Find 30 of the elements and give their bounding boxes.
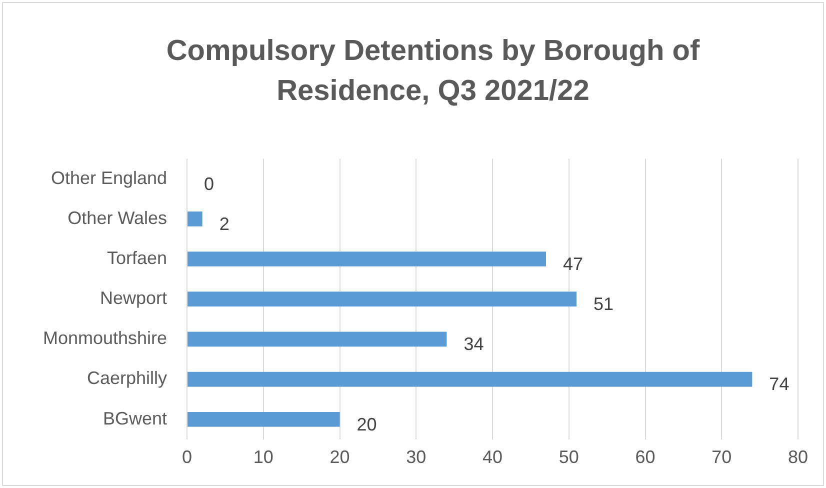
data-label: 47 xyxy=(562,254,584,274)
x-tick-label: 50 xyxy=(558,447,579,468)
y-tick-label: Other England xyxy=(50,168,168,188)
data-label: 74 xyxy=(769,374,790,394)
y-tick-label: Newport xyxy=(100,288,168,308)
data-label: 20 xyxy=(356,414,377,434)
x-tick-label: 60 xyxy=(635,447,656,468)
x-tick-label: 40 xyxy=(482,447,503,468)
x-tick-label: 20 xyxy=(330,447,350,468)
y-tick-label: Caerphilly xyxy=(87,368,168,388)
x-tick-label: 70 xyxy=(712,447,732,468)
bar xyxy=(188,412,340,427)
x-tick-label: 0 xyxy=(182,447,192,468)
bar xyxy=(188,332,447,347)
bar xyxy=(188,212,202,226)
data-label: 2 xyxy=(219,214,230,234)
data-label: 0 xyxy=(204,174,214,194)
data-label: 51 xyxy=(594,294,614,314)
bar xyxy=(188,292,577,307)
x-tick-label: 10 xyxy=(253,447,274,468)
chart-title: Compulsory Detentions by Borough of Residence, Q3 2021/22 xyxy=(165,34,701,109)
data-label: 34 xyxy=(464,334,484,354)
x-tick-label: 30 xyxy=(406,447,426,468)
y-tick-label: Other Wales xyxy=(68,208,168,228)
y-tick-label: Monmouthshire xyxy=(42,328,168,348)
x-tick-label: 80 xyxy=(788,447,808,468)
bar xyxy=(188,372,752,387)
y-tick-label: BGwent xyxy=(103,408,168,428)
y-tick-label: Torfaen xyxy=(107,248,168,268)
bar xyxy=(188,252,546,266)
